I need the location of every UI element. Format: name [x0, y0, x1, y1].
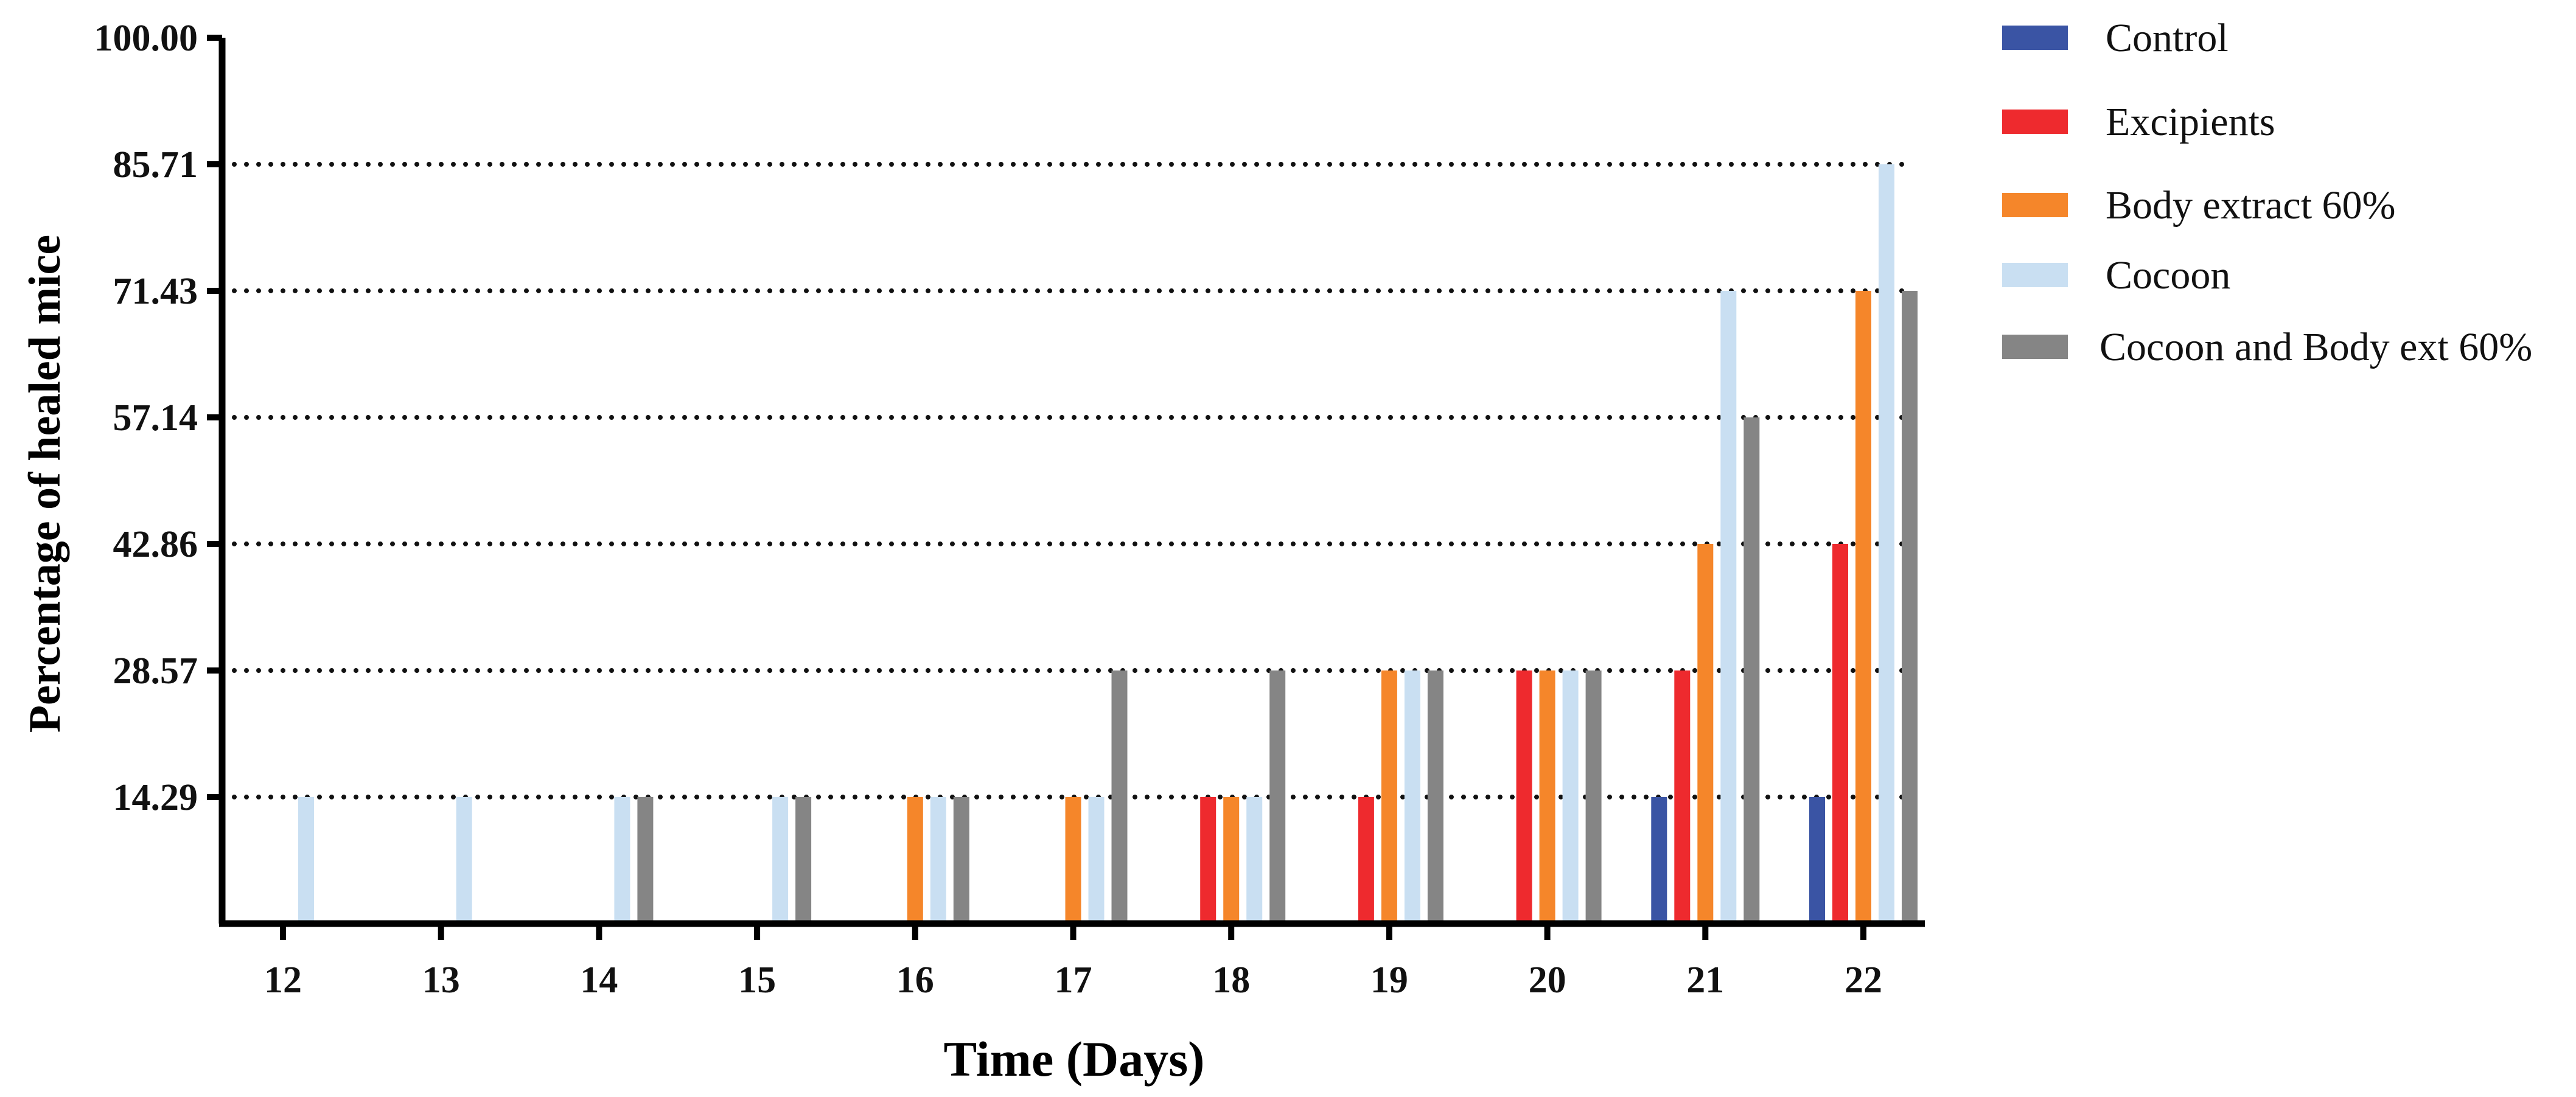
x-ticks: 12 13 14 15 16 17 18 19 20 21 22: [264, 924, 1882, 1001]
bar: [1088, 796, 1105, 924]
bar: [953, 796, 969, 924]
y-tick-label: 14.29: [113, 777, 198, 818]
y-tick-label: 85.71: [113, 144, 198, 186]
bar: [298, 796, 314, 924]
bar: [1651, 796, 1667, 924]
legend-swatch: [2002, 263, 2068, 287]
y-tick-label: 28.57: [113, 650, 198, 692]
legend-label: Excipients: [2106, 100, 2275, 144]
gridlines: [220, 162, 1913, 799]
axes: [218, 38, 1925, 927]
x-tick-label: 18: [1212, 959, 1250, 1001]
x-tick-label: 14: [580, 959, 618, 1001]
y-axis-label: Percentage of healed mice: [20, 235, 70, 733]
bar: [1427, 670, 1443, 924]
bar: [637, 796, 654, 924]
bar: [772, 796, 789, 924]
bar: [1879, 164, 1894, 924]
legend-swatch: [2002, 26, 2068, 50]
bar: [1111, 670, 1128, 924]
bar: [1516, 670, 1532, 924]
bar: [1855, 290, 1871, 924]
legend: Control Excipients Body extract 60% Cocoon C…: [2002, 16, 2532, 369]
y-tick-label: 71.43: [113, 271, 198, 312]
x-tick-label: 17: [1055, 959, 1092, 1001]
bar: [795, 796, 812, 924]
bar: [1562, 670, 1579, 924]
bar: [1674, 670, 1691, 924]
bar: [930, 796, 946, 924]
legend-label: Body extract 60%: [2106, 183, 2396, 228]
bar: [1744, 417, 1760, 924]
bar: [1381, 670, 1397, 924]
bar: [1065, 796, 1081, 924]
x-tick-label: 15: [738, 959, 776, 1001]
bar: [1269, 670, 1286, 924]
x-tick-label: 20: [1529, 959, 1566, 1001]
x-tick-label: 21: [1686, 959, 1724, 1001]
bars: [298, 164, 1918, 924]
bar: [1720, 290, 1737, 924]
x-tick-label: 22: [1845, 959, 1882, 1001]
y-ticks: 14.29 28.57 42.86 57.14 71.43 85.71 100.00: [94, 18, 222, 818]
bar: [1809, 796, 1825, 924]
bar: [1246, 796, 1263, 924]
legend-label: Cocoon: [2106, 253, 2230, 298]
bar: [1358, 796, 1374, 924]
legend-label: Cocoon and Body ext 60%: [2100, 325, 2532, 369]
x-tick-label: 16: [896, 959, 934, 1001]
legend-swatch: [2002, 335, 2068, 359]
bar: [456, 796, 472, 924]
bar: [1832, 543, 1848, 924]
x-tick-label: 12: [264, 959, 302, 1001]
bar: [1404, 670, 1420, 924]
y-tick-label: 42.86: [113, 524, 198, 565]
bar: [1697, 543, 1714, 924]
bar: [1539, 670, 1555, 924]
bar: [1585, 670, 1602, 924]
y-tick-label: 100.00: [94, 18, 198, 59]
legend-swatch: [2002, 193, 2068, 217]
x-tick-label: 19: [1370, 959, 1408, 1001]
x-axis-label: Time (Days): [944, 1031, 1205, 1087]
y-tick-label: 57.14: [113, 397, 198, 439]
legend-label: Control: [2106, 16, 2229, 60]
bar: [1902, 290, 1918, 924]
bar: [1223, 796, 1240, 924]
bar: [1200, 796, 1216, 924]
bar: [907, 796, 923, 924]
bar: [614, 796, 630, 924]
legend-swatch: [2002, 110, 2068, 134]
x-tick-label: 13: [422, 959, 460, 1001]
